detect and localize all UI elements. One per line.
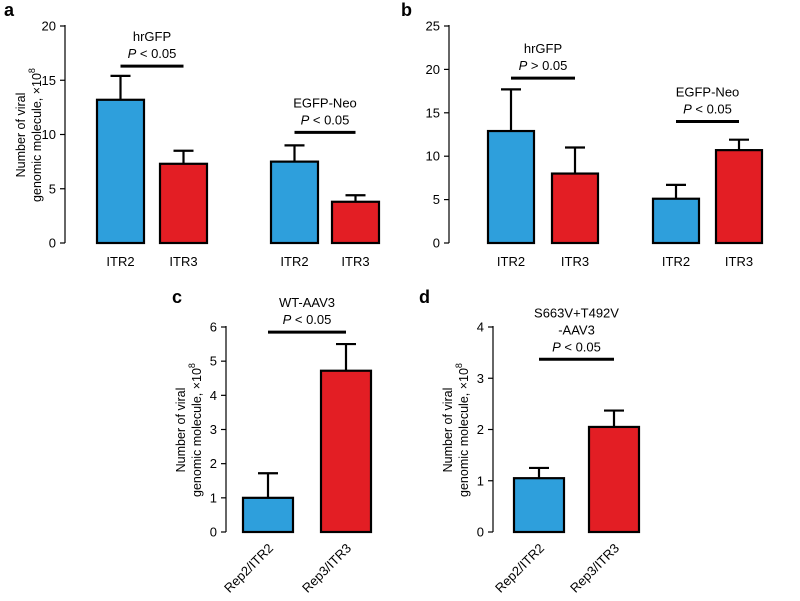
- y-tick-label: 15: [426, 105, 440, 120]
- y-tick-label: 0: [477, 525, 484, 540]
- panel-c: c 0 1 2 3 4 5 6 Number of viral genomic molecule,…: [172, 287, 373, 596]
- y-tick-label: 3: [210, 422, 217, 437]
- category-label: Rep3/ITR3: [567, 541, 622, 596]
- y-tick-label: 25: [426, 19, 440, 34]
- y-tick-label: 6: [210, 320, 217, 335]
- y-axis-label-exponent: 8: [454, 363, 464, 368]
- category-label: Rep2/ITR2: [221, 541, 276, 596]
- y-axis-label-exponent: 8: [27, 68, 37, 73]
- y-axis-label-line1: Number of viral: [441, 388, 455, 473]
- comparison-label: EGFP-Neo: [676, 84, 740, 99]
- bar-itr2: [269, 160, 320, 245]
- y-axis-label-c: Number of viral genomic molecule, ×108: [174, 363, 204, 497]
- y-tick-label: 15: [42, 73, 56, 88]
- y-tick-label: 4: [210, 388, 217, 403]
- y-tick-label: 5: [210, 354, 217, 369]
- bar-itr2: [95, 98, 146, 245]
- bar-itr3: [550, 172, 600, 245]
- y-axis-label-a: Number of viral genomic molecule, ×108: [14, 68, 44, 202]
- y-tick-label: 3: [477, 371, 484, 386]
- y-tick-label: 10: [426, 149, 440, 164]
- bar-rep3-itr3: [587, 425, 641, 534]
- y-tick-label: 1: [210, 490, 217, 505]
- panel-letter-d: d: [419, 287, 430, 307]
- y-tick-label: 1: [477, 473, 484, 488]
- p-value-label: P > 0.05: [519, 58, 568, 73]
- p-value-label: P < 0.05: [683, 101, 732, 116]
- p-comparison: < 0.05: [136, 46, 176, 61]
- y-tick-label: 0: [210, 525, 217, 540]
- bar-itr3: [714, 149, 764, 245]
- category-label: ITR2: [497, 254, 525, 269]
- p-symbol: P: [683, 101, 692, 116]
- y-axis-label-line2: genomic molecule, ×10: [30, 73, 44, 202]
- p-symbol: P: [552, 339, 561, 354]
- y-tick-label: 20: [42, 19, 56, 34]
- panel-a: a 0 5 10 15 20 Number of viral genomic molecule…: [4, 0, 381, 269]
- category-label: ITR3: [561, 254, 589, 269]
- bar-itr2: [486, 129, 536, 245]
- y-tick-label: 0: [49, 236, 56, 251]
- y-axis-label-line1: Number of viral: [14, 93, 28, 178]
- p-symbol: P: [283, 312, 292, 327]
- p-comparison: < 0.05: [309, 112, 349, 127]
- panel-letter-a: a: [4, 0, 15, 20]
- y-tick-label: 0: [433, 236, 440, 251]
- y-tick-label: 2: [477, 422, 484, 437]
- y-tick-label: 5: [433, 192, 440, 207]
- y-axis-label-line2: genomic molecule, ×10: [457, 368, 471, 497]
- category-label: ITR3: [341, 254, 369, 269]
- category-label: ITR3: [169, 254, 197, 269]
- comparison-label: hrGFP: [524, 41, 562, 56]
- p-value-label: P < 0.05: [301, 112, 350, 127]
- p-symbol: P: [519, 58, 528, 73]
- category-label: ITR2: [662, 254, 690, 269]
- comparison-label: hrGFP: [133, 29, 171, 44]
- y-tick-label: 2: [210, 456, 217, 471]
- y-axis-label-line1: Number of viral: [174, 388, 188, 473]
- category-label: ITR2: [280, 254, 308, 269]
- bar-itr3: [158, 162, 209, 245]
- p-value-label: P < 0.05: [283, 312, 332, 327]
- bar-rep2-itr2: [241, 496, 295, 534]
- comparison-label-line2: -AAV3: [558, 322, 595, 337]
- panel-letter-c: c: [172, 287, 182, 307]
- category-label: Rep3/ITR3: [299, 541, 354, 596]
- panel-letter-b: b: [401, 0, 412, 20]
- bar-itr3: [330, 200, 381, 245]
- y-axis-label-d: Number of viral genomic molecule, ×108: [441, 363, 471, 497]
- p-value-label: P < 0.05: [552, 339, 601, 354]
- bar-itr2: [651, 197, 701, 245]
- panel-d: d 0 1 2 3 4 Number of viral genomic molecule, ×…: [419, 287, 641, 596]
- category-label: ITR2: [106, 254, 134, 269]
- comparison-label: EGFP-Neo: [293, 95, 357, 110]
- category-label: Rep2/ITR2: [492, 541, 547, 596]
- p-comparison: < 0.05: [692, 101, 732, 116]
- bar-rep2-itr2: [512, 477, 566, 534]
- p-comparison: < 0.05: [561, 339, 601, 354]
- y-axis-label-line2: genomic molecule, ×10: [190, 368, 204, 497]
- comparison-label: WT-AAV3: [279, 295, 335, 310]
- p-comparison: > 0.05: [527, 58, 567, 73]
- p-value-label: P < 0.05: [128, 46, 177, 61]
- p-comparison: < 0.05: [291, 312, 331, 327]
- y-tick-label: 4: [477, 320, 484, 335]
- y-tick-label: 20: [426, 62, 440, 77]
- comparison-label: S663V+T492V: [534, 305, 619, 320]
- panel-b: b 0 5 10 15 20 25 ITR2 ITR3 ITR2 ITR3 P > 0.05 hrGFP…: [401, 0, 764, 269]
- category-label: ITR3: [725, 254, 753, 269]
- y-tick-label: 10: [42, 127, 56, 142]
- p-symbol: P: [128, 46, 137, 61]
- y-tick-label: 5: [49, 181, 56, 196]
- bar-rep3-itr3: [319, 369, 373, 534]
- y-axis-label-exponent: 8: [187, 363, 197, 368]
- p-symbol: P: [301, 112, 310, 127]
